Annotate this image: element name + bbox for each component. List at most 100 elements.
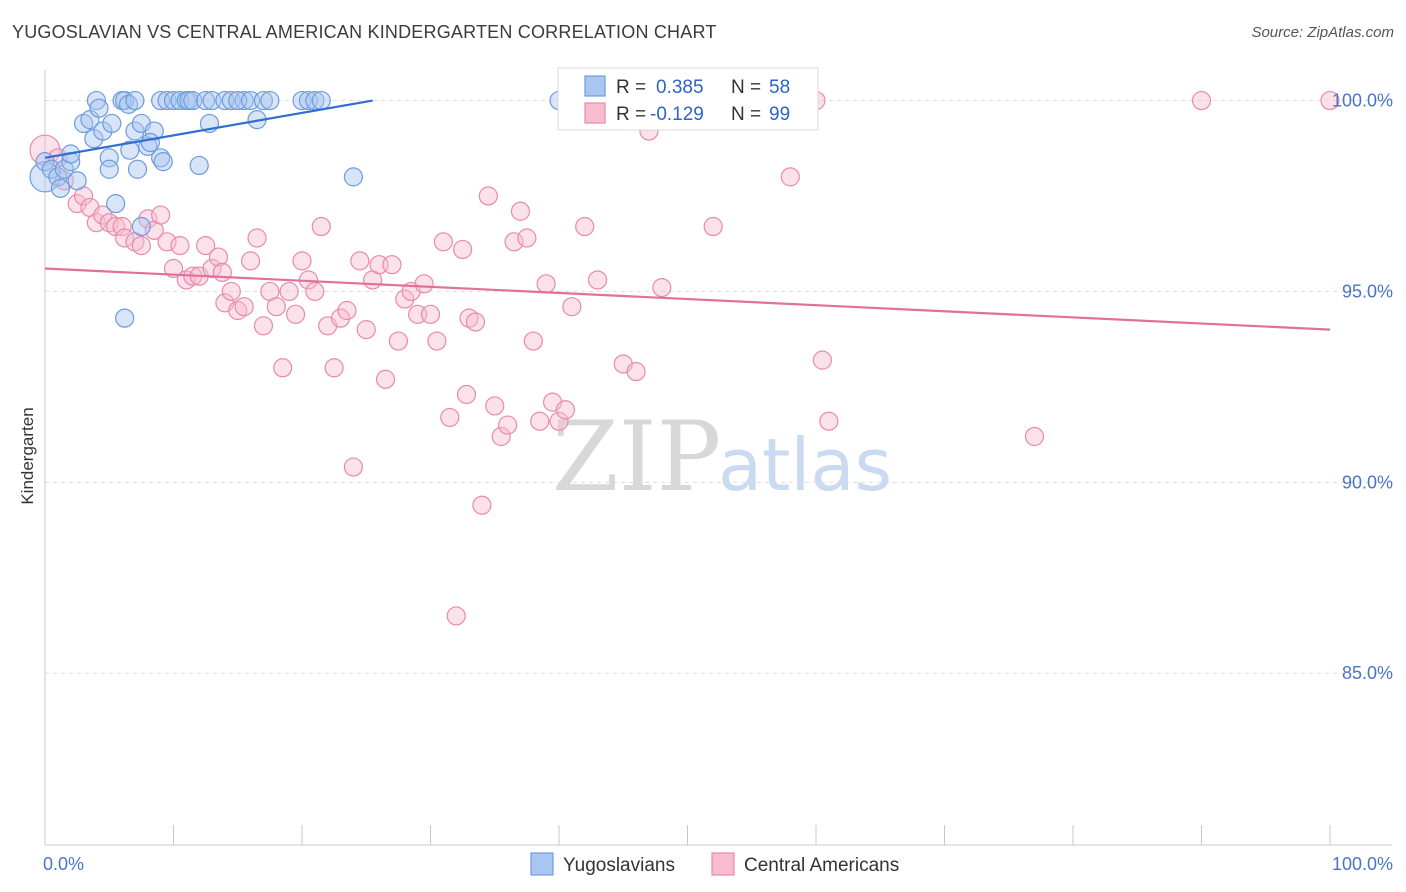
- point-central-american: [388, 331, 408, 351]
- point-yugoslavian: [125, 121, 145, 141]
- point-central-american: [375, 369, 396, 389]
- point-central-american: [163, 258, 184, 279]
- point-central-american: [1320, 90, 1340, 111]
- point-central-american: [196, 236, 216, 256]
- point-central-american: [427, 331, 447, 351]
- y-tick-label: 90.0%: [1342, 472, 1393, 492]
- point-central-american: [266, 297, 286, 317]
- point-central-american: [324, 358, 344, 378]
- point-yugoslavian: [153, 152, 173, 172]
- point-yugoslavian: [115, 308, 135, 328]
- point-central-american: [440, 407, 460, 428]
- point-central-american: [652, 278, 672, 298]
- point-central-american: [115, 228, 135, 248]
- point-central-american: [208, 247, 229, 267]
- point-central-american: [305, 281, 325, 302]
- stats-n-value-2: 99: [769, 104, 790, 125]
- point-central-american: [221, 281, 241, 302]
- source-label: Source: ZipAtlas.com: [1251, 24, 1394, 41]
- point-central-american: [575, 216, 595, 237]
- point-central-american: [247, 228, 267, 248]
- point-central-american: [292, 251, 312, 271]
- point-central-american: [812, 350, 833, 370]
- stats-n-label-2: N =: [731, 104, 761, 125]
- point-yugoslavian: [48, 167, 68, 187]
- stats-legend: R = 0.385 N = 58 R = -0.129 N = 99: [557, 67, 819, 131]
- point-central-american: [151, 205, 171, 225]
- point-yugoslavian: [196, 90, 216, 111]
- point-yugoslavian: [253, 90, 274, 111]
- y-tick-labels: 100.0% 95.0% 90.0% 85.0%: [1332, 91, 1393, 684]
- point-central-american: [241, 251, 261, 271]
- point-yugoslavian: [343, 167, 363, 187]
- point-central-american: [562, 297, 582, 317]
- point-central-american: [703, 216, 723, 237]
- point-central-american: [517, 228, 537, 248]
- point-yugoslavian: [50, 178, 71, 198]
- point-central-american: [456, 384, 477, 405]
- y-tick-label: 95.0%: [1342, 281, 1393, 301]
- point-central-american: [337, 300, 357, 321]
- watermark-atlas: atlas: [718, 423, 892, 507]
- series-legend: Yugoslavians Central Americans: [530, 852, 899, 876]
- point-central-american: [549, 411, 569, 431]
- point-yugoslavian: [131, 216, 151, 237]
- stats-n-label-1: N =: [731, 77, 761, 98]
- point-central-american: [382, 255, 402, 275]
- point-central-american: [395, 289, 415, 309]
- point-central-american: [273, 358, 293, 378]
- stats-r-value-1: 0.385: [656, 77, 704, 98]
- point-central-american: [453, 239, 473, 260]
- stats-swatch-central-americans: [584, 102, 606, 124]
- trend-line-yugoslavians: [44, 99, 373, 159]
- point-yugoslavian: [115, 90, 135, 111]
- grid-lines: [45, 100, 1392, 674]
- point-yugoslavian: [106, 194, 126, 214]
- point-central-american: [780, 167, 800, 187]
- point-central-american: [330, 308, 351, 328]
- point-central-american: [356, 320, 376, 340]
- point-yugoslavian: [89, 98, 109, 118]
- y-tick-label: 85.0%: [1342, 663, 1393, 683]
- point-central-american: [343, 457, 363, 477]
- point-central-american: [536, 274, 556, 294]
- point-central-american: [67, 194, 87, 214]
- legend-swatch-central-americans: [711, 852, 735, 876]
- point-central-american: [138, 209, 158, 229]
- point-yugoslavian: [86, 90, 107, 111]
- point-central-american: [112, 216, 132, 237]
- point-central-american: [523, 331, 543, 351]
- point-central-american: [170, 236, 190, 256]
- x-tick-labels: 0.0% 100.0%: [43, 854, 1393, 874]
- data-points: [29, 90, 1340, 626]
- point-central-american: [510, 201, 531, 221]
- point-yugoslavian: [189, 155, 209, 176]
- point-central-american: [1024, 426, 1045, 447]
- point-yugoslavian: [127, 159, 148, 179]
- trend-line-central-americans: [44, 267, 1331, 331]
- point-central-american: [587, 270, 608, 290]
- point-yugoslavian: [311, 90, 331, 111]
- trend-lines: [44, 99, 1331, 331]
- point-central-american: [212, 262, 232, 282]
- axes: [44, 70, 1392, 846]
- point-yugoslavian: [140, 132, 160, 153]
- point-central-american: [279, 281, 299, 302]
- y-axis-label: Kindergarten: [18, 407, 37, 504]
- stats-r-value-2: -0.129: [650, 104, 704, 125]
- stats-swatch-yugoslavians: [584, 75, 606, 97]
- legend-label-central-americans: Central Americans: [744, 855, 899, 876]
- legend-swatch-yugoslavians: [530, 852, 554, 876]
- legend-label-yugoslavians: Yugoslavians: [563, 855, 675, 876]
- point-central-american: [1191, 90, 1212, 111]
- point-central-american: [350, 251, 370, 271]
- point-yugoslavian: [99, 148, 119, 168]
- point-yugoslavian: [67, 171, 87, 191]
- point-central-american: [530, 411, 550, 431]
- point-central-american: [433, 232, 453, 252]
- y-tick-label: 100.0%: [1332, 91, 1393, 111]
- point-yugoslavian: [144, 121, 164, 141]
- point-central-american: [93, 205, 113, 225]
- point-central-american: [555, 400, 576, 420]
- point-central-american: [420, 304, 441, 324]
